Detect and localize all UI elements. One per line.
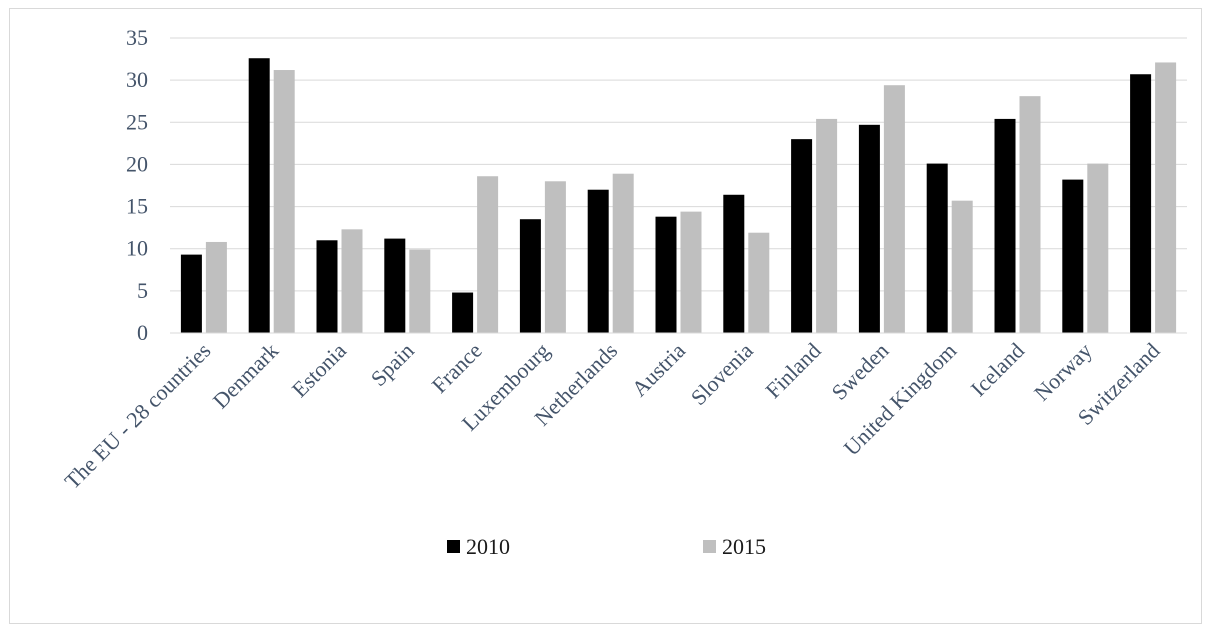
x-tick-label: Spain xyxy=(366,338,419,391)
x-tick-label: Norway xyxy=(1029,338,1097,406)
bar-2010 xyxy=(180,254,202,333)
bar-2010 xyxy=(248,58,270,333)
bar-2010 xyxy=(316,240,338,333)
bar-2015 xyxy=(409,249,431,333)
bar-2010 xyxy=(723,194,745,333)
bar-2015 xyxy=(1087,163,1109,333)
y-tick-label: 0 xyxy=(137,320,148,345)
y-tick-label: 25 xyxy=(126,109,148,134)
bar-2015 xyxy=(477,176,499,333)
bar-2015 xyxy=(341,229,363,333)
x-tick-label: Iceland xyxy=(966,338,1029,401)
y-tick-label: 15 xyxy=(126,194,148,219)
bar-2015 xyxy=(205,241,227,333)
bar-2010 xyxy=(858,124,880,333)
x-tick-label: The EU - 28 countries xyxy=(60,338,216,494)
bar-2010 xyxy=(1062,179,1084,333)
x-tick-label: France xyxy=(427,338,487,398)
bar-2010 xyxy=(1130,74,1152,333)
bar-2010 xyxy=(994,118,1016,334)
bars xyxy=(180,58,1177,334)
bar-2015 xyxy=(1155,62,1177,333)
legend-label: 2010 xyxy=(466,534,510,559)
y-axis-ticks: 0 5 10 15 20 25 30 35 xyxy=(126,25,148,345)
legend-label: 2015 xyxy=(722,534,766,559)
bar-2010 xyxy=(452,292,474,333)
y-tick-label: 5 xyxy=(137,278,148,303)
y-tick-label: 20 xyxy=(126,151,148,176)
bar-2010 xyxy=(519,219,541,333)
x-tick-label: Sweden xyxy=(827,338,894,405)
bar-2015 xyxy=(1019,96,1041,334)
bar-2015 xyxy=(748,232,770,333)
x-tick-label: Slovenia xyxy=(686,338,758,410)
bar-2015 xyxy=(544,181,566,333)
bar-2010 xyxy=(791,139,813,333)
y-tick-label: 30 xyxy=(126,67,148,92)
bar-2015 xyxy=(816,118,838,334)
legend-swatch xyxy=(703,540,716,553)
bar-2015 xyxy=(951,200,973,333)
legend: 2010 2015 xyxy=(447,534,766,559)
y-tick-label: 35 xyxy=(126,25,148,50)
bar-2015 xyxy=(680,211,702,333)
y-tick-label: 10 xyxy=(126,236,148,261)
x-tick-label: Estonia xyxy=(287,338,352,403)
x-tick-label: Austria xyxy=(627,338,691,402)
bar-2010 xyxy=(587,189,609,333)
bar-2010 xyxy=(926,163,948,333)
gridlines xyxy=(170,37,1187,292)
x-tick-label: Denmark xyxy=(208,338,284,414)
bar-2015 xyxy=(612,173,634,333)
bar-2010 xyxy=(384,238,406,333)
bar-2015 xyxy=(273,70,295,334)
legend-swatch xyxy=(447,540,460,553)
bar-2010 xyxy=(655,216,677,333)
bar-2015 xyxy=(883,85,905,333)
x-tick-label: Finland xyxy=(760,338,825,403)
